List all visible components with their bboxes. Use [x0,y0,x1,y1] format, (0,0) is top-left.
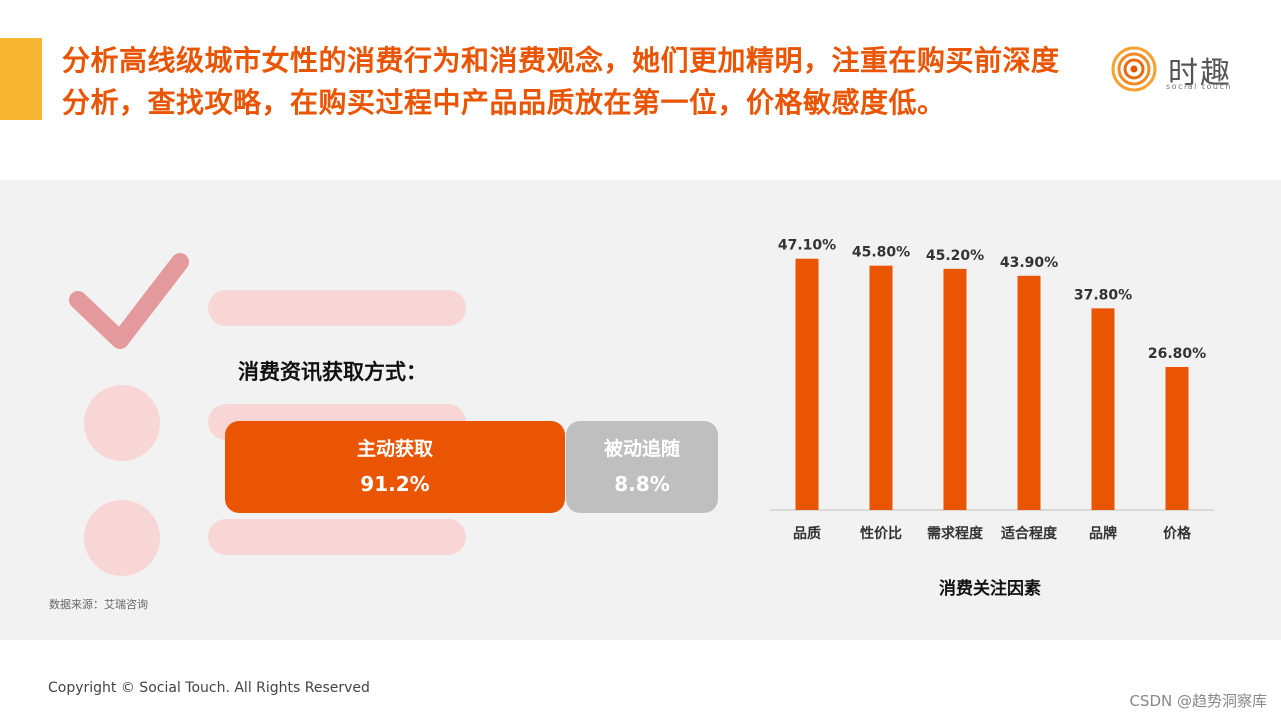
acquisition-title: 消费资讯获取方式： [238,360,427,384]
bar-1 [869,265,893,510]
x-tick-label-2: 需求程度 [927,525,984,542]
bar-4 [1091,308,1115,510]
active-acquisition-segment: 主动获取 91.2% [225,421,565,513]
bar-0 [795,258,819,510]
x-tick-label-1: 性价比 [860,525,902,542]
x-tick-label-4: 品牌 [1089,525,1117,542]
bar-value-label-2: 45.20% [926,248,984,264]
bar-5 [1165,367,1189,510]
bar-value-label-3: 43.90% [1000,255,1058,271]
active-label: 主动获取 [356,438,433,460]
chart-xlabel: 消费关注因素 [939,579,1041,599]
left-accent-bar [0,38,42,120]
passive-acquisition-segment: 被动追随 8.8% [566,421,718,513]
headline: 分析高线级城市女性的消费行为和消费观念，她们更加精明，注重在购买前深度分析，查找… [62,44,1060,119]
bar-3 [1017,275,1041,510]
decor-circle-1 [84,385,160,461]
bar-value-label-4: 37.80% [1074,287,1132,303]
brand-tagline: social touch [1166,82,1232,91]
x-tick-label-0: 品质 [793,525,821,542]
bar-chart: 47.10% 品质 45.80% 性价比 45.20% 需求程度 43.90% 适合程度 37.… [770,238,1214,542]
bar-value-label-5: 26.80% [1148,346,1206,362]
brand-logo: 时趣 social touch [1110,44,1240,94]
watermark: CSDN @趋势洞察库 [1129,692,1267,710]
brand-logo-icon [1111,46,1157,92]
x-tick-label-3: 适合程度 [1001,525,1058,542]
bar-value-label-0: 47.10% [778,238,836,254]
checkmark-icon [69,253,189,349]
decor-pill-3 [208,519,466,555]
brand-name: 时趣 [1168,56,1232,91]
bar-2 [943,268,967,510]
passive-value: 8.8% [614,472,670,496]
source-note: 数据来源：艾瑞咨询 [49,598,148,611]
decor-circle-2 [84,500,160,576]
bar-value-label-1: 45.80% [852,245,910,261]
decor-pill-1 [208,290,466,326]
x-tick-label-5: 价格 [1163,525,1192,542]
passive-label: 被动追随 [603,438,680,460]
active-value: 91.2% [360,472,430,496]
copyright: Copyright © Social Touch. All Rights Res… [48,680,370,696]
